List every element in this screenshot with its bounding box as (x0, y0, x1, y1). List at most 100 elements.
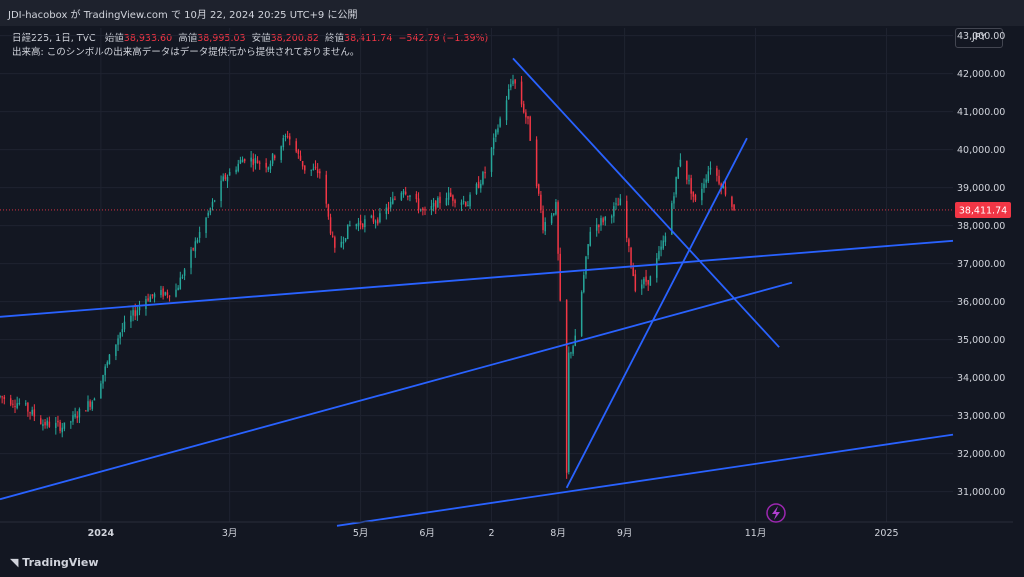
candle-body (619, 198, 622, 206)
candle (104, 364, 106, 382)
candle-body (314, 166, 317, 169)
candle (587, 243, 589, 260)
candle (404, 186, 407, 196)
candle (402, 189, 405, 198)
candle-body (460, 202, 463, 205)
candle (25, 400, 27, 407)
candle (625, 195, 628, 243)
candle-body (181, 276, 184, 278)
candle-body (0, 395, 1, 397)
candle-body (505, 100, 508, 121)
candle-body (394, 198, 396, 200)
candle-body (166, 292, 169, 295)
y-tick-label: 35,000.00 (957, 335, 1005, 346)
symbol-label[interactable]: 日経225, 1日, TVC (12, 33, 96, 44)
candle-body (361, 223, 364, 228)
candle (658, 246, 660, 261)
candle (434, 200, 437, 214)
candle-body (439, 196, 441, 204)
candle (121, 322, 124, 337)
candle-body (482, 172, 484, 185)
candle (630, 246, 632, 269)
candle-body (342, 241, 345, 244)
candle (349, 220, 351, 227)
candle (460, 199, 463, 212)
candle-body (377, 219, 379, 224)
candle-body (469, 194, 471, 207)
candle (256, 156, 259, 164)
candle-body (522, 103, 525, 113)
candle-body (269, 163, 272, 170)
candle (583, 271, 585, 294)
candle-body (297, 150, 300, 154)
close-label: 終値 (325, 33, 345, 44)
candle-body (357, 222, 360, 227)
candle (437, 196, 439, 208)
candle-body (164, 292, 167, 295)
candle (241, 156, 244, 163)
candle (44, 418, 46, 429)
candle (220, 175, 222, 208)
candle (108, 353, 111, 365)
candle-body (660, 246, 662, 250)
candle (301, 160, 304, 170)
candle (237, 159, 240, 173)
candle (716, 165, 718, 182)
candle-body (282, 138, 285, 148)
candle-body (641, 284, 643, 289)
candle (181, 274, 184, 279)
candle-body (580, 291, 583, 336)
candle (677, 166, 680, 180)
candle-body (724, 186, 727, 195)
candle (675, 176, 677, 198)
candle-body (87, 401, 89, 411)
tradingview-logo[interactable]: ◥ TradingView (10, 556, 99, 569)
low-label: 安値 (251, 33, 271, 44)
candle (100, 380, 102, 399)
candle (183, 267, 186, 281)
candle (632, 262, 634, 277)
candle (649, 275, 652, 286)
candle (647, 279, 649, 291)
candle-body (589, 231, 592, 246)
candle-body (722, 185, 725, 189)
candle-body (424, 209, 426, 211)
candle-body (160, 289, 162, 295)
candle-body (679, 159, 682, 167)
y-tick-label: 38,000.00 (957, 221, 1005, 232)
candle-body (615, 203, 617, 205)
candle (314, 160, 317, 170)
candle-body (316, 169, 319, 173)
candle (688, 174, 690, 185)
candle (16, 396, 18, 410)
currency-button[interactable]: JPY (955, 28, 1003, 48)
candle-body (707, 171, 710, 182)
candle-body (9, 398, 12, 405)
candle (600, 215, 602, 231)
close-value: 38,411.74 (344, 33, 393, 44)
x-tick-label: 5月 (353, 528, 369, 539)
y-tick-label: 32,000.00 (957, 449, 1005, 460)
candle-body (490, 147, 493, 172)
candle (477, 176, 480, 189)
candle (319, 168, 321, 179)
candle (196, 237, 199, 244)
candle-body (514, 79, 516, 84)
candle-body (241, 159, 244, 163)
candle-body (634, 274, 637, 291)
candle (482, 170, 484, 186)
candle-body (258, 162, 261, 164)
candle-body (346, 224, 349, 240)
candle (701, 182, 703, 206)
candle (484, 166, 486, 179)
candle-body (709, 167, 712, 170)
candle-body (254, 158, 257, 164)
candle (452, 194, 454, 207)
candle-body (379, 213, 381, 222)
candle (63, 422, 66, 432)
candle-body (497, 128, 499, 133)
candle-body (600, 218, 602, 226)
candle (119, 331, 121, 345)
candle-body (632, 267, 634, 277)
